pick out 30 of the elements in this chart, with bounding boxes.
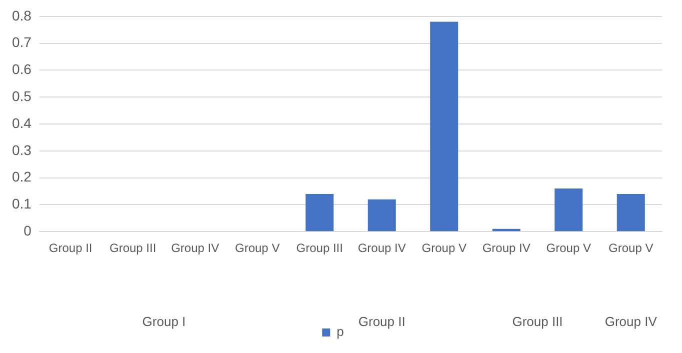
bar (306, 194, 334, 232)
y-tick-label: 0.6 (12, 61, 32, 78)
y-tick-label: 0.3 (12, 142, 32, 158)
x-tick-label: Group V (235, 241, 280, 256)
y-tick-label: 0 (24, 222, 32, 238)
legend-label: p (336, 324, 344, 340)
text: Group II (358, 314, 406, 330)
bar (554, 188, 583, 232)
bar (430, 22, 458, 232)
y-tick-label: 0.2 (12, 168, 32, 185)
bar (492, 228, 520, 232)
y-tick-label: 0.8 (12, 7, 32, 24)
bar (368, 199, 396, 232)
text: Group I (142, 314, 186, 330)
x-tick-label: Group III (110, 241, 156, 256)
y-tick-label: 0.4 (12, 114, 32, 131)
bar (616, 194, 645, 232)
text: Group IV (604, 314, 658, 330)
x-tick-label: Group III (296, 241, 343, 256)
y-tick-label: 0.5 (12, 88, 32, 104)
y-tick-label: 0.1 (12, 196, 32, 212)
x-tick-label: Group IV (171, 241, 220, 256)
x-tick-label: Group V (422, 241, 466, 256)
x-tick-label: Group II (48, 241, 92, 256)
text: Group III (512, 314, 563, 330)
x-tick-label: Group V (546, 241, 591, 256)
y-tick-label: 0.7 (12, 34, 32, 50)
x-tick-label: Group IV (358, 241, 406, 256)
x-tick-label: Group V (608, 241, 654, 256)
x-tick-label: Group IV (482, 241, 530, 256)
